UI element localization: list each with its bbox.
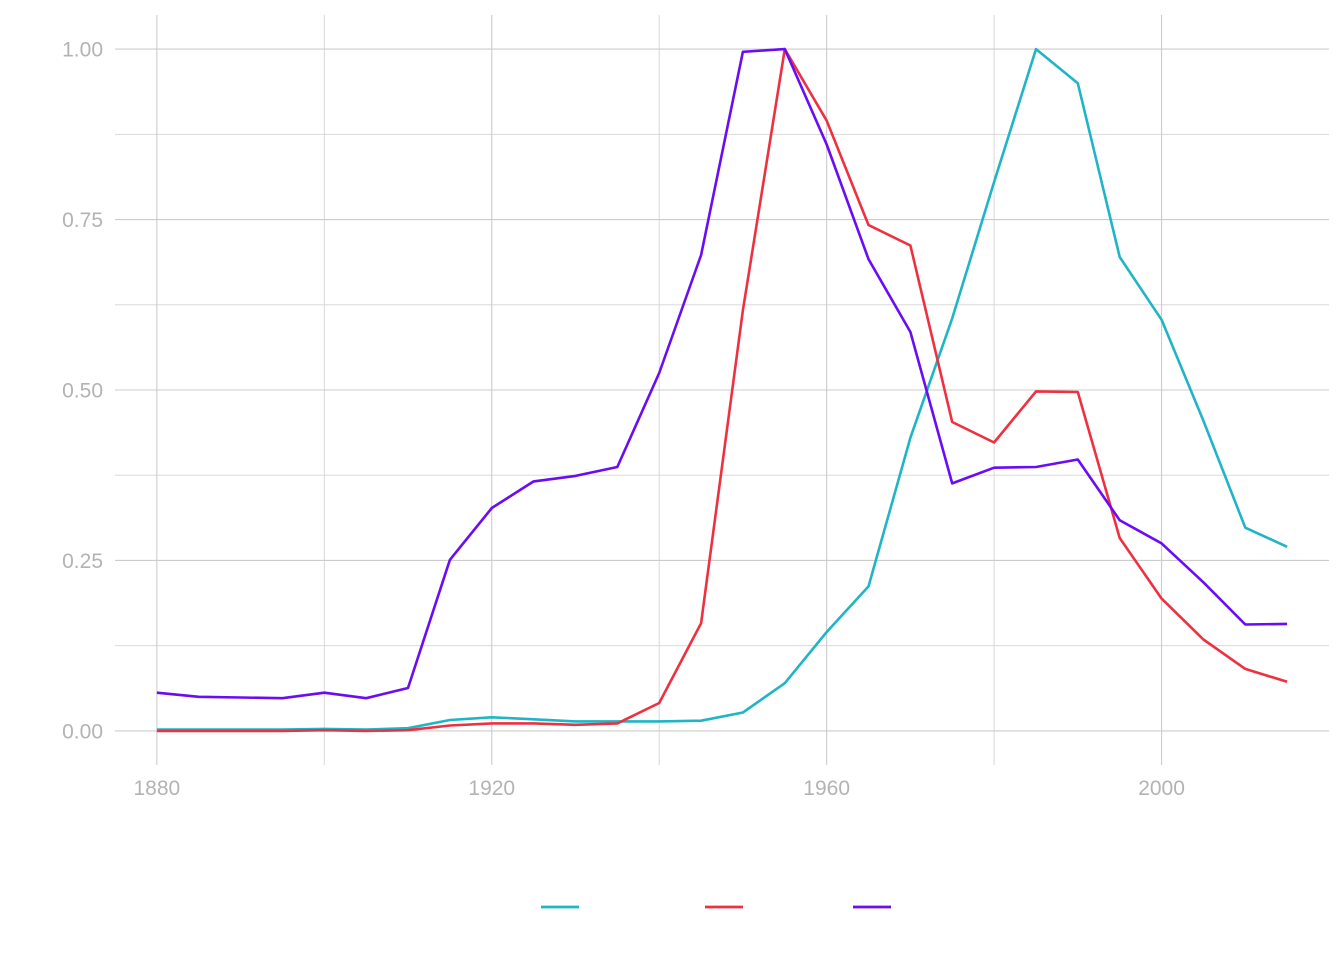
- x-axis-ticks: 1880 1920 1960 2000: [134, 777, 1185, 800]
- x-tick-label: 1880: [134, 777, 181, 800]
- x-tick-label: 2000: [1138, 777, 1185, 800]
- y-axis-ticks: 0.00 0.25 0.50 0.75 1.00: [62, 39, 103, 744]
- y-tick-label: 0.25: [62, 550, 103, 573]
- x-tick-label: 1920: [468, 777, 515, 800]
- y-tick-label: 0.50: [62, 380, 103, 403]
- x-tick-label: 1960: [803, 777, 850, 800]
- y-tick-label: 0.00: [62, 720, 103, 743]
- grid-layer: [115, 15, 1329, 765]
- series-line-2: [156, 47, 1288, 733]
- y-tick-label: 0.75: [62, 209, 103, 232]
- series-line-3: [156, 47, 1288, 700]
- series-line-1: [156, 47, 1288, 731]
- series-layer: [156, 47, 1288, 733]
- y-tick-label: 1.00: [62, 39, 103, 62]
